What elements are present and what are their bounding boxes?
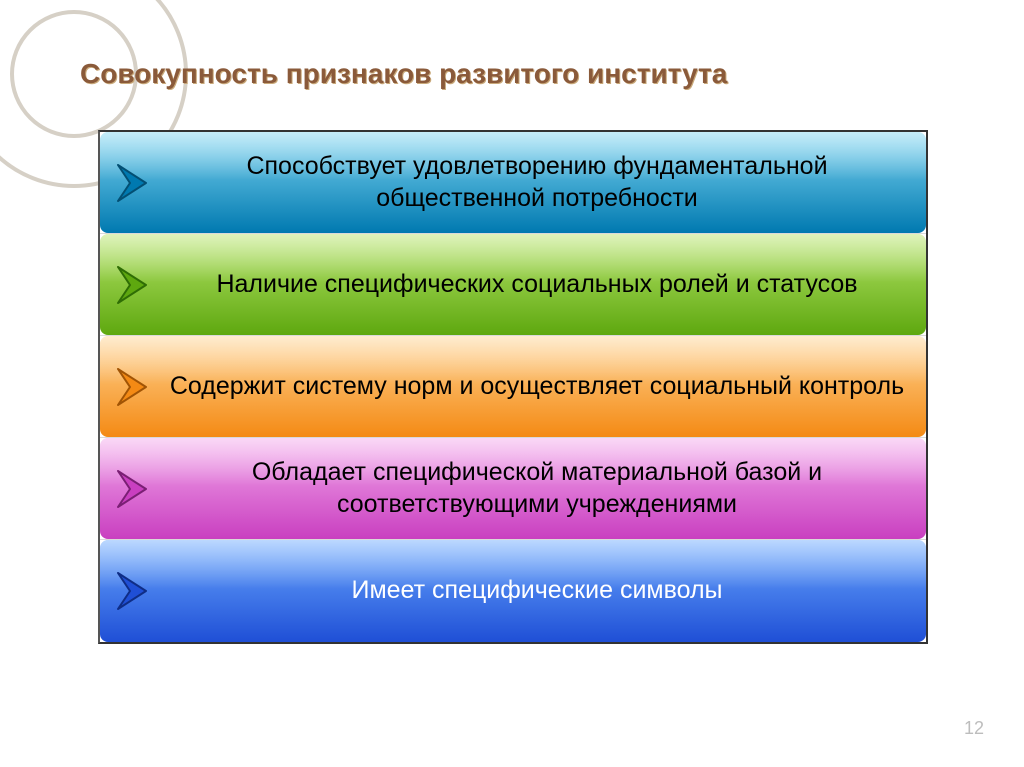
page-number: 12 [964,718,984,739]
chevron-right-icon [112,163,152,203]
features-diagram: Способствует удовлетворению фундаменталь… [98,130,928,644]
feature-row: Обладает специфической материальной базо… [100,438,926,540]
feature-text: Наличие специфических социальных ролей и… [168,234,906,335]
slide: Совокупность признаков развитого институ… [0,0,1024,767]
feature-row: Содержит систему норм и осуществляет соц… [100,336,926,438]
chevron-right-icon [112,367,152,407]
chevron-right-icon [112,571,152,611]
feature-text: Имеет специфические символы [168,540,906,642]
feature-text: Способствует удовлетворению фундаменталь… [168,132,906,233]
feature-text: Содержит систему норм и осуществляет соц… [168,336,906,437]
feature-row: Имеет специфические символы [100,540,926,642]
slide-title: Совокупность признаков развитого институ… [80,58,727,90]
chevron-right-icon [112,469,152,509]
feature-row: Наличие специфических социальных ролей и… [100,234,926,336]
chevron-right-icon [112,265,152,305]
feature-text: Обладает специфической материальной базо… [168,438,906,539]
feature-row: Способствует удовлетворению фундаменталь… [100,132,926,234]
